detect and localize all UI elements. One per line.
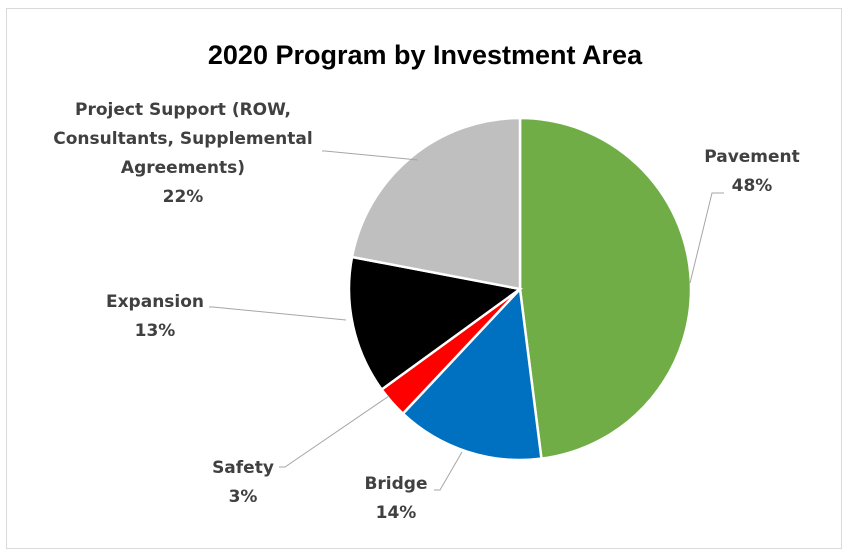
pie-slice-project (350, 116, 522, 291)
pie-slice-expansion (347, 255, 524, 392)
pie-slice-pavement (518, 116, 693, 461)
data-label-project: Project Support (ROW, Consultants, Supple… (53, 100, 312, 207)
data-label-expansion: Expansion 13% (106, 292, 204, 341)
leader-line (209, 306, 347, 321)
data-label-safety: Safety 3% (212, 458, 274, 507)
leader-line (279, 395, 390, 468)
data-labels: Pavement 48% Bridge 14% Safety 3% Expansion 13%… (53, 100, 800, 523)
leader-line (322, 150, 419, 161)
leader-lines (209, 150, 724, 491)
pie-slices (347, 116, 693, 462)
data-label-bridge: Bridge 14% (364, 474, 427, 523)
chart-title: 2020 Program by Investment Area (208, 40, 643, 70)
leader-line (689, 192, 724, 284)
pie-slice-bridge (401, 286, 543, 462)
data-label-pavement: Pavement 48% (704, 147, 800, 196)
leader-line (434, 451, 463, 491)
